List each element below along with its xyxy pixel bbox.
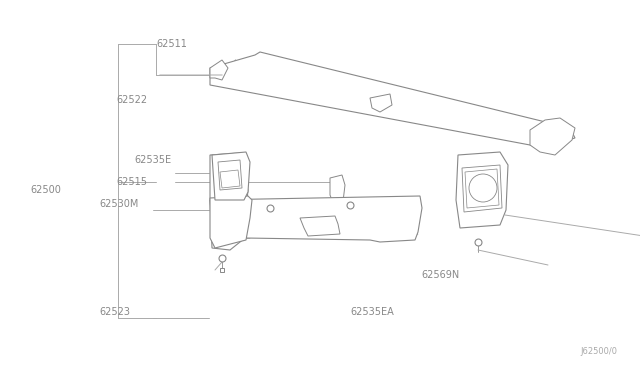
Polygon shape bbox=[210, 196, 422, 250]
Text: 62530M: 62530M bbox=[99, 199, 139, 209]
Polygon shape bbox=[330, 175, 345, 215]
Text: 62523: 62523 bbox=[99, 308, 130, 317]
Text: 62500: 62500 bbox=[31, 185, 61, 195]
Text: 62535EA: 62535EA bbox=[351, 308, 394, 317]
Polygon shape bbox=[300, 216, 340, 236]
Polygon shape bbox=[220, 170, 240, 188]
Polygon shape bbox=[212, 152, 250, 200]
Polygon shape bbox=[210, 153, 248, 230]
Text: 62511: 62511 bbox=[157, 39, 188, 49]
Polygon shape bbox=[465, 169, 499, 208]
Polygon shape bbox=[210, 196, 252, 248]
Text: 62515: 62515 bbox=[116, 177, 147, 186]
Polygon shape bbox=[213, 226, 252, 240]
Text: 62535E: 62535E bbox=[134, 155, 172, 165]
Text: 62522: 62522 bbox=[116, 95, 148, 105]
Text: J62500/0: J62500/0 bbox=[580, 347, 618, 356]
Polygon shape bbox=[210, 60, 228, 80]
Polygon shape bbox=[456, 152, 508, 228]
Polygon shape bbox=[210, 52, 575, 148]
Polygon shape bbox=[462, 165, 502, 212]
Polygon shape bbox=[218, 160, 242, 190]
Text: 62569N: 62569N bbox=[421, 270, 460, 280]
Polygon shape bbox=[530, 118, 575, 155]
Polygon shape bbox=[370, 94, 392, 112]
